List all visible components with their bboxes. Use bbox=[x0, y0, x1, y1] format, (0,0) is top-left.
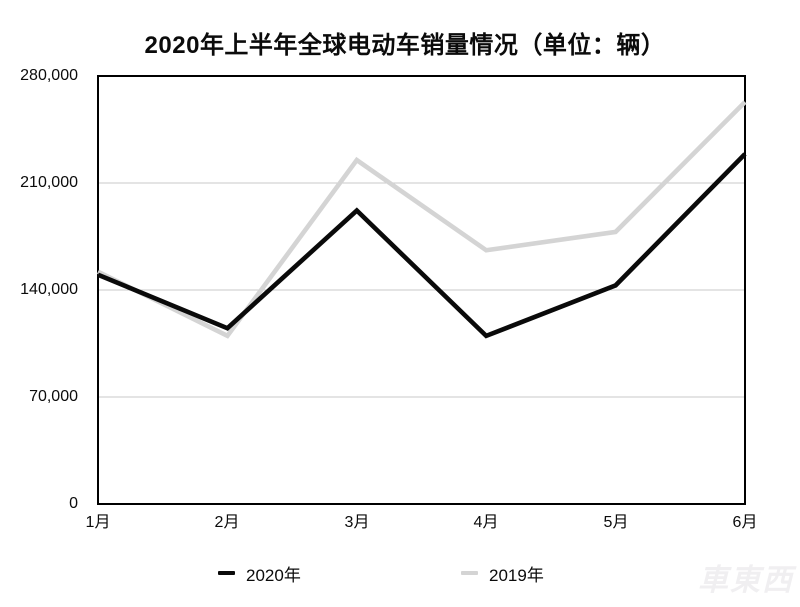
y-axis-tick-label: 0 bbox=[69, 495, 78, 512]
x-axis-tick-label: 6月 bbox=[732, 514, 758, 531]
x-axis-tick-label: 1月 bbox=[85, 514, 111, 531]
legend-item-2019: 2019年 bbox=[461, 563, 544, 585]
y-axis-tick-label: 140,000 bbox=[20, 281, 78, 298]
y-axis-tick-label: 70,000 bbox=[29, 388, 78, 405]
legend-label-2019: 2019年 bbox=[489, 565, 544, 585]
legend-label-2020: 2020年 bbox=[246, 565, 301, 585]
chart-title: 2020年上半年全球电动车销量情况（单位：辆） bbox=[144, 32, 666, 59]
legend-marker-2020 bbox=[218, 571, 235, 575]
x-axis-tick-label: 4月 bbox=[473, 514, 499, 531]
plot-frame bbox=[97, 75, 746, 505]
watermark-logo: 車東西 bbox=[698, 564, 794, 597]
x-axis-tick-label: 5月 bbox=[603, 514, 629, 531]
legend-item-2020: 2020年 bbox=[218, 563, 301, 585]
series-line-2020年 bbox=[97, 152, 747, 339]
legend-marker-2019 bbox=[461, 571, 478, 575]
series-line-2019年 bbox=[96, 100, 747, 339]
y-axis-tick-label: 280,000 bbox=[20, 67, 78, 84]
x-axis-tick-label: 2月 bbox=[214, 514, 240, 531]
y-axis-tick-label: 210,000 bbox=[20, 174, 78, 191]
x-axis-tick-label: 3月 bbox=[344, 514, 370, 531]
